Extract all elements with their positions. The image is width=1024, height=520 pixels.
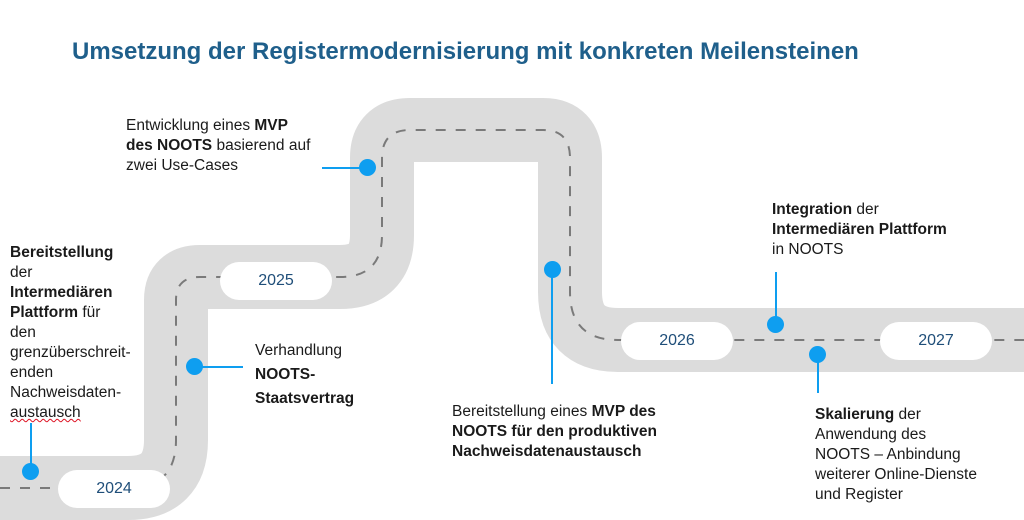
- year-2027-label: 2027: [880, 322, 992, 360]
- page-title: Umsetzung der Registermodernisierung mit…: [72, 38, 859, 65]
- year-2025-label: 2025: [220, 262, 332, 300]
- milestone-connector: [195, 366, 243, 368]
- milestone-marker-verhandlung: [186, 358, 203, 375]
- milestone-connector: [775, 272, 777, 324]
- milestone-connector: [30, 423, 32, 471]
- milestone-text-integration: Integration der Intermediären Plattform …: [772, 201, 947, 258]
- milestone-text-produktiv: Bereitstellung eines MVP des NOOTS für d…: [452, 403, 657, 460]
- milestone-connector: [322, 167, 368, 169]
- milestone-marker-produktiv: [544, 261, 561, 278]
- milestone-marker-bereitstellung: [22, 463, 39, 480]
- milestone-marker-integration: [767, 316, 784, 333]
- milestone-text-skalierung: Skalierung der Anwendung des NOOTS – Anb…: [815, 406, 977, 503]
- milestone-connector: [817, 353, 819, 393]
- year-2024-label: 2024: [58, 470, 170, 508]
- milestone-text-mvp: Entwicklung eines MVP des NOOTS basieren…: [126, 117, 311, 174]
- milestone-marker-mvp: [359, 159, 376, 176]
- milestone-text-verhandlung: Verhandlung NOOTS- Staatsvertrag: [255, 342, 355, 407]
- milestone-text-bereitstellung: Bereitstellung der Intermediären Plattfo…: [10, 244, 131, 421]
- milestone-connector: [551, 268, 553, 384]
- year-2026-label: 2026: [621, 322, 733, 360]
- milestone-marker-skalierung: [809, 346, 826, 363]
